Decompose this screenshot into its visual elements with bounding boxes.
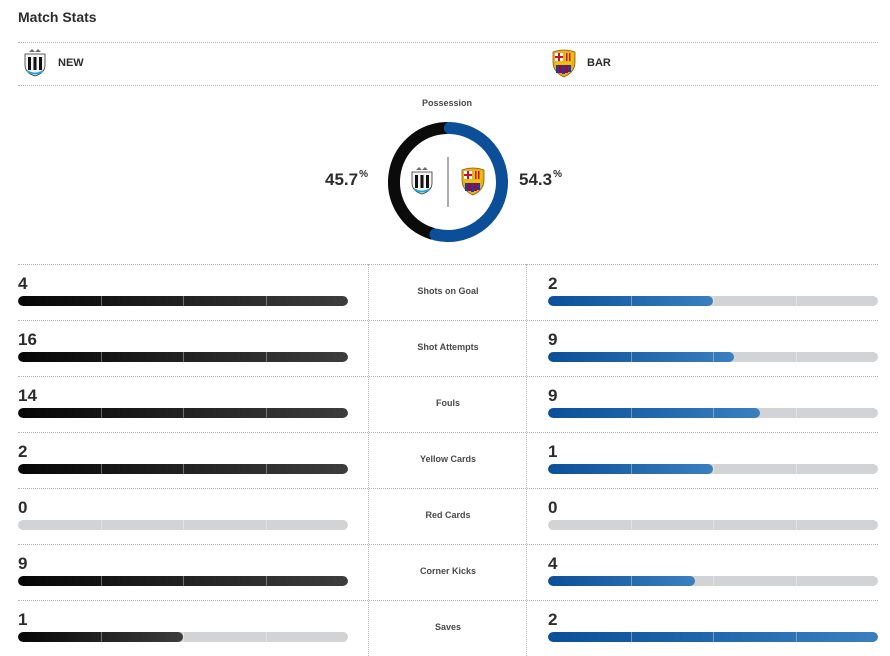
divider bbox=[18, 432, 878, 433]
home-stat-value: 16 bbox=[18, 330, 37, 349]
away-stat-bar bbox=[548, 576, 878, 586]
away-stat-bar bbox=[548, 520, 878, 530]
divider bbox=[18, 488, 878, 489]
away-stat-bar bbox=[548, 464, 878, 474]
divider bbox=[18, 600, 878, 601]
stat-row: 16 Shot Attempts 9 bbox=[18, 320, 878, 376]
home-stat-bar bbox=[18, 296, 348, 306]
home-stat-fill bbox=[18, 632, 183, 642]
newcastle-crest-icon bbox=[24, 49, 46, 77]
away-stat-bar bbox=[548, 352, 878, 362]
home-stat-fill bbox=[18, 464, 348, 474]
away-stat-value: 2 bbox=[548, 274, 558, 293]
away-stat-value: 2 bbox=[548, 610, 558, 629]
divider bbox=[18, 264, 878, 265]
stat-label: Yellow Cards bbox=[419, 454, 477, 464]
home-team-abbr: NEW bbox=[58, 57, 84, 69]
away-stat-bar bbox=[548, 296, 878, 306]
away-stat-fill bbox=[548, 408, 761, 418]
away-stat-value: 9 bbox=[548, 330, 558, 349]
home-stat-fill bbox=[18, 296, 348, 306]
barcelona-crest-icon bbox=[461, 167, 485, 196]
home-stat-value: 4 bbox=[18, 274, 28, 293]
stat-label: Red Cards bbox=[425, 510, 471, 520]
away-stat-fill bbox=[548, 296, 713, 306]
match-stats-title: Match Stats bbox=[18, 9, 97, 25]
away-stat-value: 0 bbox=[548, 498, 558, 517]
away-stat-value: 9 bbox=[548, 386, 558, 405]
divider bbox=[18, 376, 878, 377]
away-team: BAR bbox=[549, 48, 611, 78]
stat-label: Shot Attempts bbox=[417, 342, 479, 352]
home-team: NEW bbox=[20, 48, 84, 78]
stat-label: Shots on Goal bbox=[417, 286, 479, 296]
away-stat-fill bbox=[548, 352, 734, 362]
away-stat-fill bbox=[548, 464, 713, 474]
stat-row: 2 Yellow Cards 1 bbox=[18, 432, 878, 488]
newcastle-crest-icon bbox=[411, 167, 433, 195]
stat-label: Fouls bbox=[436, 398, 460, 408]
possession-donut bbox=[388, 122, 508, 242]
divider bbox=[18, 320, 878, 321]
home-stat-bar bbox=[18, 352, 348, 362]
home-possession-value: 45.7% bbox=[325, 169, 368, 189]
home-stat-bar bbox=[18, 408, 348, 418]
away-stat-bar bbox=[548, 632, 878, 642]
home-stat-value: 9 bbox=[18, 554, 28, 573]
away-stat-bar bbox=[548, 408, 878, 418]
stat-row: 4 Shots on Goal 2 bbox=[18, 264, 878, 320]
away-stat-value: 4 bbox=[548, 554, 558, 573]
home-stat-fill bbox=[18, 408, 348, 418]
away-stat-fill bbox=[548, 576, 695, 586]
home-possession-arc bbox=[388, 122, 453, 240]
stat-row: 14 Fouls 9 bbox=[18, 376, 878, 432]
home-stat-bar bbox=[18, 632, 348, 642]
divider bbox=[18, 85, 878, 86]
barcelona-crest-icon bbox=[552, 49, 576, 78]
stat-row: 0 Red Cards 0 bbox=[18, 488, 878, 544]
divider bbox=[18, 544, 878, 545]
home-stat-bar bbox=[18, 520, 348, 530]
stat-label: Saves bbox=[434, 622, 462, 632]
home-stat-bar bbox=[18, 576, 348, 586]
away-stat-value: 1 bbox=[548, 442, 558, 461]
home-stat-value: 0 bbox=[18, 498, 28, 517]
away-stat-fill bbox=[548, 632, 878, 642]
stat-label: Corner Kicks bbox=[419, 566, 477, 576]
divider bbox=[18, 42, 878, 43]
possession-label: Possession bbox=[421, 98, 473, 108]
home-stat-value: 14 bbox=[18, 386, 37, 405]
home-stat-value: 1 bbox=[18, 610, 28, 629]
stat-row: 9 Corner Kicks 4 bbox=[18, 544, 878, 600]
stat-row: 1 Saves 2 bbox=[18, 600, 878, 656]
home-stat-fill bbox=[18, 352, 348, 362]
column-separator bbox=[368, 264, 369, 656]
home-stat-bar bbox=[18, 464, 348, 474]
home-stat-fill bbox=[18, 576, 348, 586]
column-separator bbox=[526, 264, 527, 656]
away-team-abbr: BAR bbox=[587, 57, 611, 69]
home-stat-value: 2 bbox=[18, 442, 28, 461]
away-possession-arc bbox=[429, 122, 508, 242]
away-possession-value: 54.3% bbox=[519, 169, 562, 189]
